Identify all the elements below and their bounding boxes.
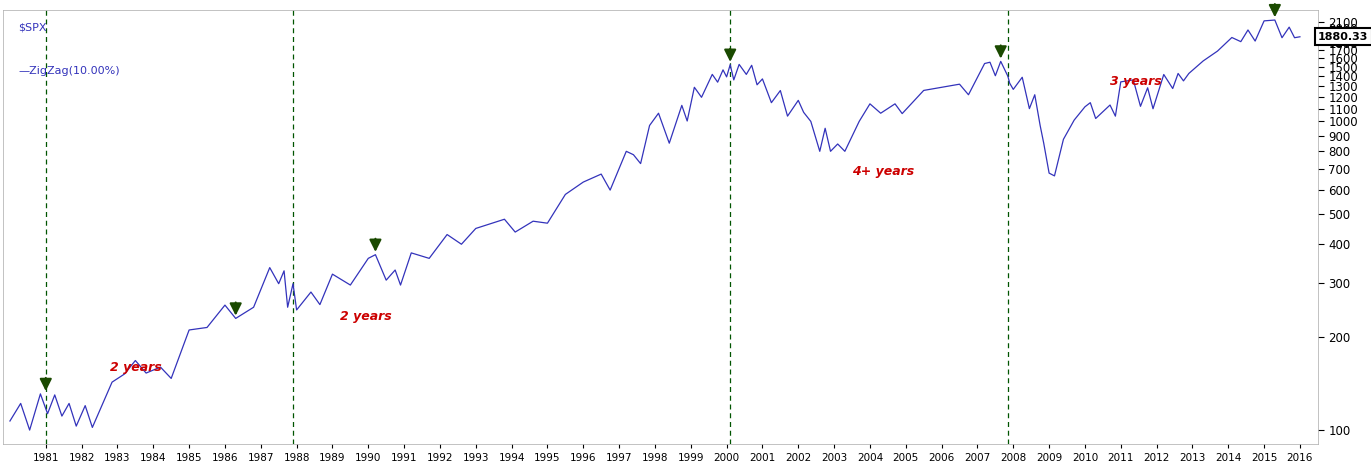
Text: $SPX: $SPX	[19, 23, 47, 33]
Text: 2 years: 2 years	[340, 309, 391, 322]
Text: —ZigZag(10.00%): —ZigZag(10.00%)	[19, 66, 121, 76]
Text: 1880.33: 1880.33	[1318, 32, 1368, 42]
Text: 2 years: 2 years	[110, 361, 162, 374]
Text: 4+ years: 4+ years	[851, 165, 914, 178]
Text: 3 years: 3 years	[1111, 75, 1161, 88]
